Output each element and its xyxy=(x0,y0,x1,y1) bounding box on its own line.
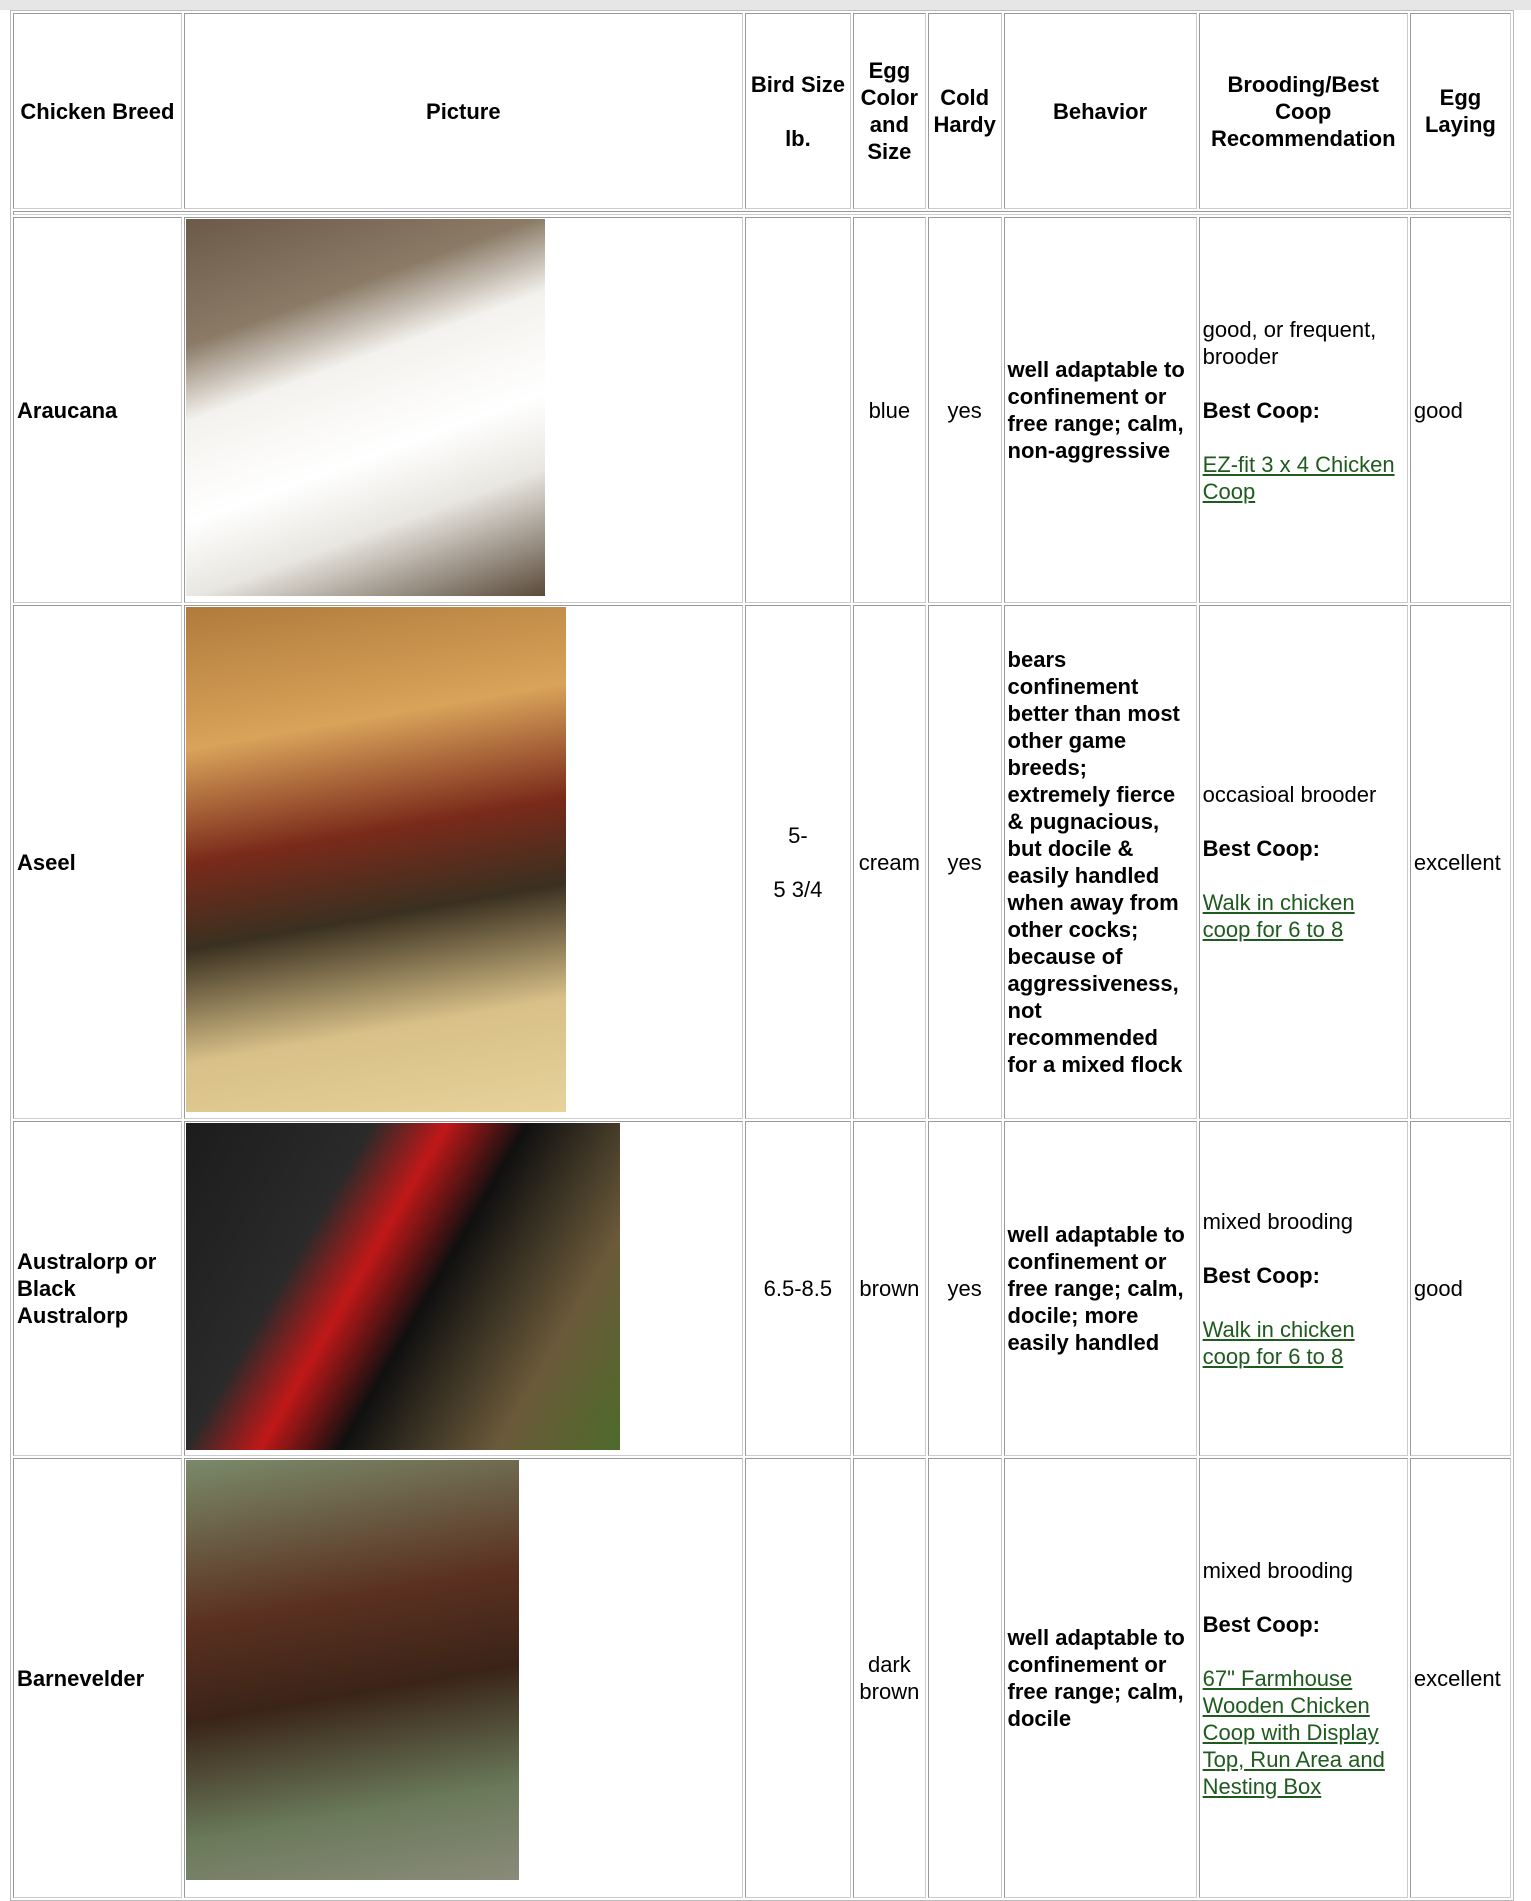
breed-name: Aseel xyxy=(13,605,182,1119)
cold-hardy: yes xyxy=(927,1121,1002,1456)
brooding-text: good, or frequent, brooder xyxy=(1202,316,1377,369)
breed-row: Aseel 5- 5 3/4 cream yes bears confinement be… xyxy=(13,605,1511,1119)
header-text: Cold Hardy xyxy=(933,85,996,137)
header-cell: Picture xyxy=(183,13,743,209)
behavior: bears confinement better than most other… xyxy=(1003,605,1197,1119)
header-cell: Bird Size lb. xyxy=(744,13,851,209)
bird-size: 6.5-8.5 xyxy=(744,1121,851,1456)
bird-size-text: 5 3/4 xyxy=(773,876,823,902)
bird-size-text: 6.5-8.5 xyxy=(763,1276,833,1301)
breed-row: Australorp or Black Australorp 6.5-8.5 bro… xyxy=(13,1121,1511,1456)
coop-link-line: EZ-fit 3 x 4 Chicken Coop xyxy=(1203,451,1404,505)
breed-row: Barnevelder dark brown well adaptable to c… xyxy=(13,1458,1511,1898)
coop-link[interactable]: Walk in chicken coop for 6 to 8 xyxy=(1202,890,1355,942)
header-cell: Brooding/Best Coop Recommendation xyxy=(1198,13,1408,209)
header-row: Chicken Breed Picture Bird Size lb. Egg Colo… xyxy=(13,13,1511,209)
egg-color: cream xyxy=(852,605,926,1119)
coop-link[interactable]: 67" Farmhouse Wooden Chicken Coop with D… xyxy=(1202,1665,1385,1799)
egg-color: blue xyxy=(852,217,926,603)
header-cell: Egg Color and Size xyxy=(852,13,926,209)
chicken-photo xyxy=(185,1460,519,1880)
cold-hardy: yes xyxy=(927,217,1002,603)
header-text: lb. xyxy=(785,125,811,151)
best-coop-label: Best Coop: xyxy=(1202,1611,1320,1637)
bird-size-text: 5- xyxy=(788,822,808,848)
header-cell: Cold Hardy xyxy=(927,13,1002,209)
coop-link[interactable]: Walk in chicken coop for 6 to 8 xyxy=(1202,1316,1355,1369)
cold-hardy: yes xyxy=(927,605,1002,1119)
brooding-text: occasioal brooder xyxy=(1202,782,1377,807)
header-text: Egg Laying xyxy=(1424,85,1496,137)
breed-name: Barnevelder xyxy=(13,1458,182,1898)
best-coop-label: Best Coop: xyxy=(1202,1262,1320,1288)
egg-laying: good xyxy=(1409,1121,1511,1456)
brooding-cell: occasioal brooder Best Coop: Walk in chick… xyxy=(1198,605,1408,1119)
separator-row xyxy=(13,211,1511,215)
behavior: well adaptable to confinement or free ra… xyxy=(1003,1121,1197,1456)
picture-cell xyxy=(183,1458,743,1898)
best-coop-label: Best Coop: xyxy=(1202,397,1320,423)
coop-link-line: Walk in chicken coop for 6 to 8 xyxy=(1203,889,1404,943)
cold-hardy xyxy=(927,1458,1002,1898)
header-text: Behavior xyxy=(1052,98,1148,124)
header-text: Picture xyxy=(426,98,501,124)
bird-size xyxy=(744,217,851,603)
bird-size: 5- 5 3/4 xyxy=(744,605,851,1119)
brooding-text: mixed brooding xyxy=(1202,1208,1354,1234)
header-text: Chicken Breed xyxy=(20,98,175,124)
brooding-cell: mixed brooding Best Coop: Walk in chicken … xyxy=(1198,1121,1408,1456)
picture-cell xyxy=(183,217,743,603)
header-text: Brooding/Best Coop Recommendation xyxy=(1210,71,1396,151)
chicken-photo xyxy=(185,607,566,1112)
header-cell: Chicken Breed xyxy=(13,13,182,209)
table-body: Araucana blue yes well adaptable to confine… xyxy=(13,211,1511,1898)
breed-name: Araucana xyxy=(13,217,182,603)
behavior: well adaptable to confinement or free ra… xyxy=(1003,1458,1197,1898)
coop-link[interactable]: EZ-fit 3 x 4 Chicken Coop xyxy=(1202,451,1395,504)
breed-row: Araucana blue yes well adaptable to confine… xyxy=(13,217,1511,603)
egg-color: brown xyxy=(852,1121,926,1456)
separator xyxy=(13,211,1511,215)
breed-table: Chicken Breed Picture Bird Size lb. Egg Colo… xyxy=(10,10,1514,1901)
picture-cell xyxy=(183,1121,743,1456)
coop-link-line: 67" Farmhouse Wooden Chicken Coop with D… xyxy=(1203,1665,1404,1800)
header-text: Egg Color and Size xyxy=(860,58,919,164)
brooding-text: mixed brooding xyxy=(1202,1557,1354,1583)
header-cell: Egg Laying xyxy=(1409,13,1511,209)
egg-laying: excellent xyxy=(1409,605,1511,1119)
egg-laying: excellent xyxy=(1409,1458,1511,1898)
egg-laying: good xyxy=(1409,217,1511,603)
header-cell: Behavior xyxy=(1003,13,1197,209)
header-text: Bird Size xyxy=(750,71,845,97)
chicken-photo xyxy=(185,1123,620,1450)
brooding-cell: mixed brooding Best Coop: 67" Farmhouse Wo… xyxy=(1198,1458,1408,1898)
brooding-cell: good, or frequent, brooder Best Coop: EZ-f… xyxy=(1198,217,1408,603)
egg-color: dark brown xyxy=(852,1458,926,1898)
picture-cell xyxy=(183,605,743,1119)
breed-name: Australorp or Black Australorp xyxy=(13,1121,182,1456)
bird-size xyxy=(744,1458,851,1898)
behavior: well adaptable to confinement or free ra… xyxy=(1003,217,1197,603)
coop-link-line: Walk in chicken coop for 6 to 8 xyxy=(1203,1316,1404,1370)
chicken-photo xyxy=(185,219,545,596)
best-coop-label: Best Coop: xyxy=(1202,836,1320,861)
